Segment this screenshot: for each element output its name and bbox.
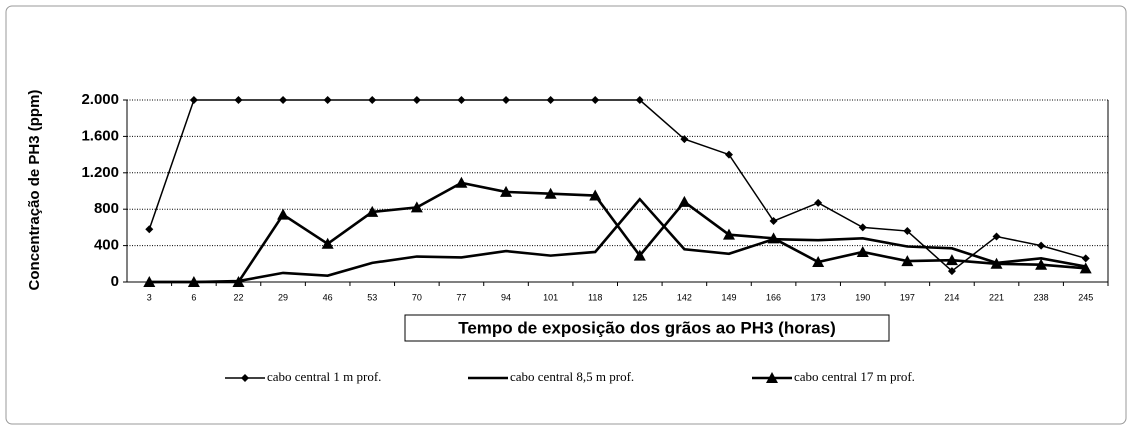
series-line: [149, 181, 1086, 284]
x-tick-label: 190: [855, 292, 870, 302]
marker: [722, 228, 735, 240]
marker: [455, 176, 468, 188]
x-tick-label: 149: [721, 292, 736, 302]
marker: [366, 205, 379, 217]
marker: [457, 96, 466, 104]
marker: [277, 208, 290, 220]
marker: [767, 232, 780, 244]
y-tick-label: 2.000: [81, 91, 119, 108]
frame: [5, 5, 1127, 425]
x-tick-label: 22: [233, 292, 243, 302]
marker: [145, 225, 154, 234]
x-tick-label: 173: [811, 292, 826, 302]
y-tick-label: 1.600: [81, 127, 119, 144]
y-tick-label: 0: [111, 273, 119, 290]
marker: [500, 185, 513, 197]
x-tick-label: 29: [278, 292, 288, 302]
x-tick-label: 46: [323, 292, 333, 302]
x-tick-label: 214: [944, 292, 959, 302]
x-tick-label: 101: [543, 292, 558, 302]
x-label-box: [404, 314, 890, 342]
marker: [502, 96, 511, 104]
x-tick-label: 53: [367, 292, 377, 302]
marker: [947, 267, 956, 276]
marker: [901, 255, 914, 267]
marker: [368, 96, 377, 104]
x-tick-label: 70: [412, 292, 422, 302]
x-tick-label: 166: [766, 292, 781, 302]
x-tick-label: 6: [191, 292, 196, 302]
x-tick-label: 118: [588, 292, 602, 302]
marker: [189, 96, 198, 104]
x-tick-label: 221: [989, 292, 1004, 302]
marker: [1081, 254, 1090, 263]
y-tick-label: 400: [94, 237, 119, 254]
marker: [678, 195, 691, 207]
marker: [232, 276, 245, 287]
x-tick-label: 142: [677, 292, 692, 302]
marker: [241, 374, 249, 382]
legend-label: cabo central 1 m prof.: [267, 369, 381, 384]
marker: [1037, 241, 1046, 250]
marker: [769, 217, 778, 226]
marker: [814, 198, 823, 207]
marker: [143, 276, 156, 287]
marker: [633, 249, 646, 261]
y-tick-label: 800: [94, 200, 119, 217]
marker: [591, 96, 600, 104]
marker: [589, 189, 602, 201]
marker: [1079, 262, 1092, 274]
marker: [546, 96, 555, 104]
marker: [323, 96, 332, 104]
series-line: [148, 99, 1086, 273]
marker: [724, 150, 733, 159]
x-tick-label: 197: [900, 292, 915, 302]
marker: [544, 187, 557, 199]
marker: [234, 96, 243, 104]
marker: [412, 96, 421, 104]
x-tick-label: 94: [501, 292, 511, 302]
x-tick-label: 125: [632, 292, 647, 302]
x-tick-label: 77: [456, 292, 466, 302]
x-tick-label: 245: [1078, 292, 1093, 302]
x-tick-label: 3: [147, 292, 152, 302]
marker: [856, 245, 869, 257]
marker: [635, 96, 644, 104]
marker: [945, 254, 958, 266]
x-axis-label: Tempo de exposição dos grãos ao PH3 (hor…: [458, 318, 836, 337]
y-axis-label: Concentração de PH3 (ppm): [26, 90, 43, 291]
legend-label: cabo central 17 m prof.: [794, 369, 915, 384]
marker: [990, 257, 1003, 269]
marker: [187, 276, 200, 287]
x-tick-label: 238: [1034, 292, 1049, 302]
legend-label: cabo central 8,5 m prof.: [510, 369, 634, 384]
marker: [858, 223, 867, 232]
marker: [1035, 258, 1048, 270]
marker: [812, 255, 825, 267]
marker: [903, 227, 912, 236]
y-tick-label: 1.200: [81, 164, 119, 181]
marker: [279, 96, 288, 104]
marker: [680, 135, 689, 144]
marker: [766, 372, 778, 383]
marker: [992, 232, 1001, 241]
marker: [410, 201, 423, 213]
marker: [321, 237, 334, 249]
